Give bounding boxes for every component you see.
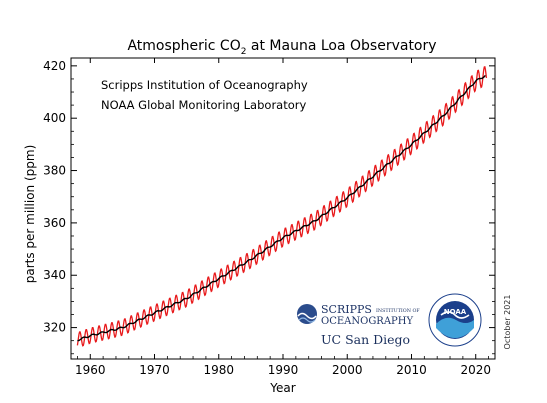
- scripps-small-text: INSTITUTION OF: [376, 308, 420, 314]
- x-tick-label: 1970: [139, 363, 170, 377]
- x-tick-label: 2020: [460, 363, 491, 377]
- ucsd-logo: UC San Diego: [321, 332, 410, 347]
- x-tick-label: 2000: [332, 363, 363, 377]
- x-axis-label: Year: [269, 381, 295, 395]
- x-axis-ticks: 1960 1970 1980 1990 2000 2010 2020: [75, 58, 491, 377]
- y-tick-label: 320: [43, 321, 66, 335]
- y-tick-label: 400: [43, 111, 66, 125]
- y-axis-label: parts per million (ppm): [23, 145, 37, 284]
- annotation-noaa: NOAA Global Monitoring Laboratory: [101, 98, 306, 112]
- y-tick-label: 360: [43, 216, 66, 230]
- title-subscript: 2: [241, 47, 247, 57]
- date-label: October 2021: [503, 295, 512, 350]
- x-tick-label: 1960: [75, 363, 106, 377]
- x-tick-label: 2010: [396, 363, 427, 377]
- y-axis-ticks: 320 340 360 380 400 420: [43, 59, 495, 355]
- title-rest: at Mauna Loa Observatory: [246, 38, 436, 54]
- x-tick-label: 1990: [268, 363, 299, 377]
- series-layer: [76, 66, 488, 347]
- scripps-logo: SCRIPPS INSTITUTION OF OCEANOGRAPHY: [297, 303, 420, 327]
- title-main: Atmospheric CO: [127, 38, 240, 54]
- noaa-logo: NOAA: [428, 293, 482, 347]
- trend-co2-series: [77, 74, 486, 342]
- x-tick-label: 1980: [203, 363, 234, 377]
- scripps-oceanography: OCEANOGRAPHY: [321, 316, 414, 327]
- y-tick-label: 340: [43, 268, 66, 282]
- scripps-wordmark: SCRIPPS: [321, 303, 372, 316]
- y-tick-label: 420: [43, 59, 66, 73]
- noaa-wordmark: NOAA: [444, 308, 467, 316]
- y-tick-label: 380: [43, 164, 66, 178]
- annotation-scripps: Scripps Institution of Oceanography: [101, 78, 308, 92]
- chart-title: Atmospheric CO2 at Mauna Loa Observatory: [127, 38, 436, 57]
